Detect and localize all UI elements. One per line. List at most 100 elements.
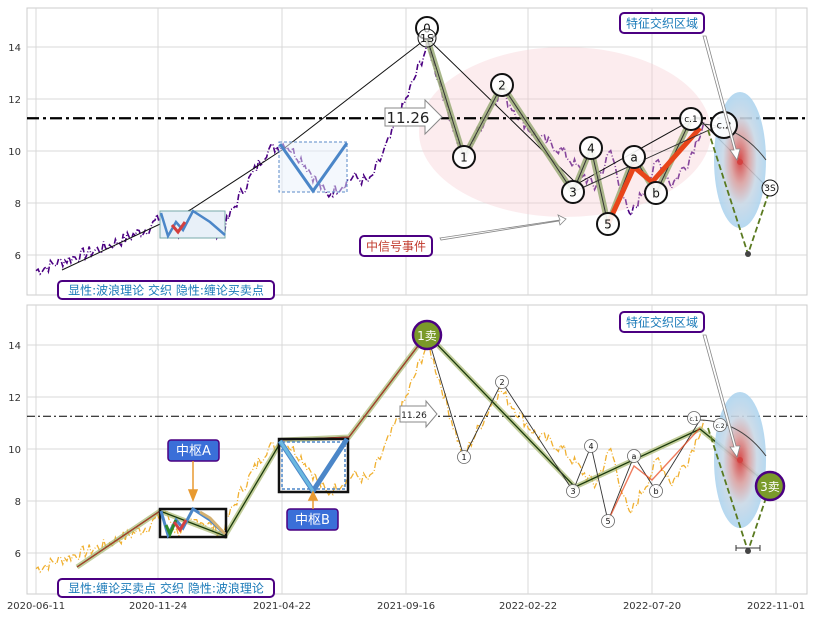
- bottom-wave-circle: [649, 484, 663, 498]
- xtick-label: 2020-11-24: [129, 601, 187, 612]
- top-ref-arrow: [384, 98, 443, 136]
- top-wave-label: 0: [423, 21, 431, 35]
- top-mid-event-box: [359, 235, 433, 257]
- bottom-wave-circle: [627, 449, 641, 463]
- bottom-pivotB-v-light: [278, 440, 315, 492]
- bottom-wave-circle: [457, 450, 471, 464]
- bottom-sell1-label: 1卖: [417, 329, 437, 343]
- top-wave-label: 1S: [420, 32, 434, 45]
- bottom-wave-circle: [687, 411, 701, 425]
- top-feature-arrow: [702, 35, 741, 161]
- top-price-line: [35, 37, 705, 276]
- bottom-wave-label: b: [653, 487, 658, 496]
- top-legend-box: [57, 280, 275, 300]
- top-pivot-box: [278, 141, 348, 193]
- bottom-projection-end: [745, 548, 751, 554]
- top-chart-layer: 11.26 01S 1 2 3 4 5 a b c.1 c.2 3S 显性:波浪理论 交织 隐性:缠论买…: [27, 12, 807, 300]
- top-wave-label: 5: [604, 217, 612, 231]
- top-wave-circle: [417, 28, 437, 48]
- bottom-wave-label: 3: [570, 487, 575, 496]
- top-feature-center: [737, 159, 743, 165]
- bottom-legend-box: [57, 578, 275, 598]
- top-wave-circle: [452, 145, 476, 169]
- bottom-error-bar: [735, 545, 761, 551]
- bottom-wave-label: c.1: [689, 416, 698, 423]
- top-wave-circle: [596, 212, 620, 236]
- top-wave-circle: [561, 180, 585, 204]
- top-wave-label: 3: [569, 185, 577, 199]
- bottom-wave-label: 1: [461, 453, 466, 462]
- bottom-ytick-label: 12: [8, 393, 21, 404]
- top-wave-label: 4: [587, 141, 595, 155]
- bottom-red-seg: [76, 510, 161, 568]
- xtick-label: 2021-04-22: [253, 601, 311, 612]
- bottom-wave-circle: [584, 439, 598, 453]
- bottom-feature-zone-box: [619, 311, 705, 333]
- bottom-wave-circle: [495, 375, 509, 389]
- bottom-ytick-label: 14: [8, 341, 21, 352]
- top-wave-label: 2: [498, 78, 506, 92]
- top-small-red: [170, 221, 187, 235]
- top-wave-label: c.1: [684, 115, 698, 125]
- top-legend: 显性:波浪理论 交织 隐性:缠论买卖点: [68, 282, 264, 297]
- bottom-impulse: [607, 427, 701, 522]
- top-projection-end: [745, 251, 751, 257]
- bottom-ref-label: 11.26: [401, 411, 427, 421]
- top-ytick-label: 8: [15, 199, 21, 210]
- bottom-pivotA-green: [164, 519, 178, 538]
- bottom-sell3-circle: [754, 470, 786, 502]
- top-ytick-label: 6: [15, 251, 21, 262]
- bottom-curve: [699, 419, 767, 457]
- bottom-wave-circle: [713, 418, 727, 432]
- bottom-pivotA-red: [172, 519, 188, 533]
- xtick-label: 2022-02-22: [499, 601, 557, 612]
- bottom-grid: [27, 305, 807, 594]
- xtick-label: 2021-09-16: [377, 601, 435, 612]
- top-wave-label: b: [652, 186, 660, 200]
- top-wave-circle: [622, 145, 646, 169]
- bottom-feature-center: [737, 457, 743, 463]
- top-curve: [699, 123, 767, 161]
- bottom-pivotB-arrow: [307, 490, 319, 509]
- top-wave-label: 3S: [764, 184, 776, 194]
- bottom-sell3-label: 3卖: [760, 480, 780, 494]
- top-pivot-v: [278, 142, 349, 194]
- top-ref-label: 11.26: [387, 109, 430, 127]
- top-wave-label: c.2: [716, 121, 731, 132]
- top-mid-event-arrow: [439, 214, 567, 241]
- bottom-wave-label: a: [632, 452, 637, 461]
- top-mid-event: 中信号事件: [366, 238, 426, 253]
- top-ytick-label: 10: [8, 147, 21, 158]
- top-small-wave: [159, 209, 226, 240]
- bottom-feature-zone: 特征交织区域: [626, 314, 698, 329]
- top-ytick-label: 12: [8, 95, 21, 106]
- bottom-wave-label: 2: [499, 378, 504, 387]
- top-wave-circle: [579, 136, 603, 160]
- bottom-chart-layer: 11.26 1 2 3 4 5 a b c.1 c.2 1卖 3卖 中枢A 中枢B 显性:缠论买卖点 交织 …: [27, 311, 807, 598]
- top-feature-zone: 特征交织区域: [626, 15, 698, 30]
- bottom-wave-circle: [601, 514, 615, 528]
- bottom-legend: 显性:缠论买卖点 交织 隐性:波浪理论: [68, 580, 264, 595]
- bottom-wave-label: c.2: [715, 423, 724, 430]
- bottom-ref-arrow: [399, 399, 438, 429]
- bottom-pivotA-arrow: [187, 461, 199, 503]
- bottom-wave-label: 5: [605, 517, 610, 526]
- xtick-label: 2020-06-11: [7, 601, 65, 612]
- bottom-ytick-label: 10: [8, 445, 21, 456]
- bottom-sell1-circle: [411, 319, 443, 351]
- bottom-wave-circle: [566, 484, 580, 498]
- top-ytick-label: 14: [8, 43, 21, 54]
- bottom-pivotB-label: 中枢B: [295, 513, 330, 528]
- xtick-label: 2022-11-01: [747, 601, 805, 612]
- top-wave-circle: [761, 179, 779, 197]
- top-wave-label: 1: [460, 150, 468, 164]
- bottom-pivotA-tan: [199, 510, 227, 536]
- bottom-ytick-label: 8: [15, 497, 21, 508]
- top-feature-zone-box: [619, 12, 705, 34]
- top-wave-label: a: [630, 150, 637, 164]
- bottom-pivotA-label: 中枢A: [176, 444, 211, 459]
- top-wave-circle: [644, 181, 668, 205]
